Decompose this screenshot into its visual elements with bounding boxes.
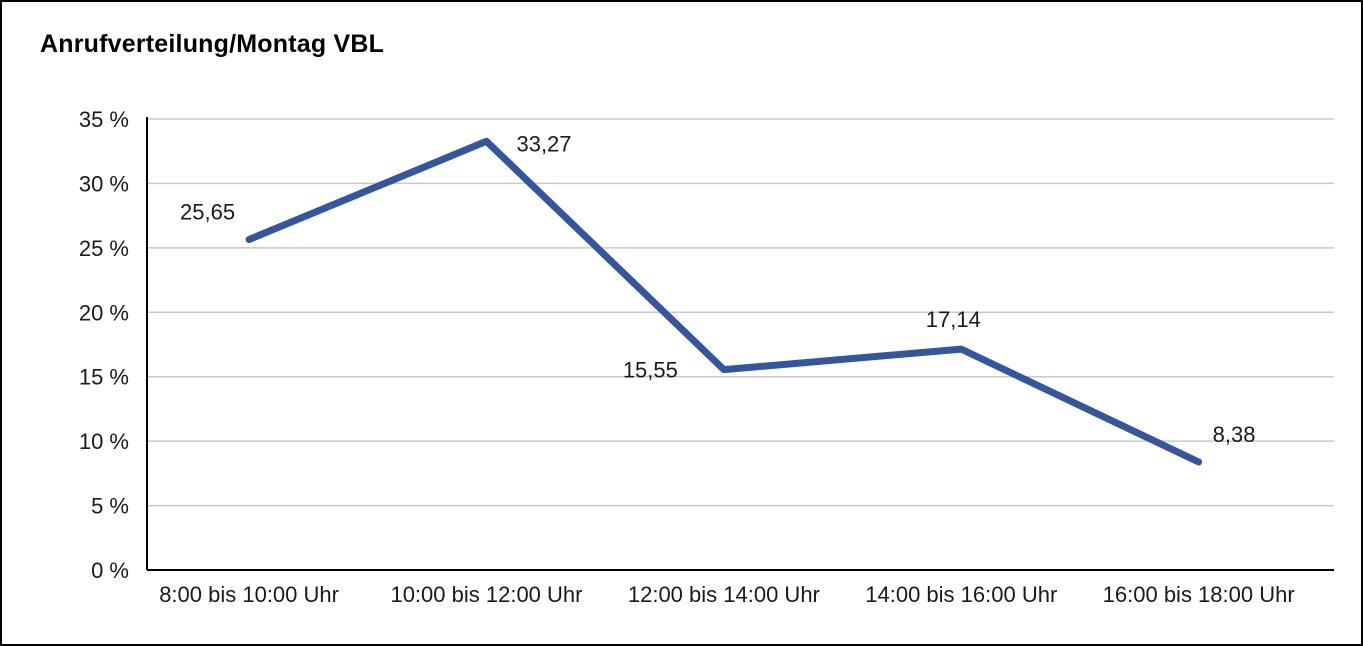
data-point-label: 25,65 (180, 199, 235, 224)
data-line (245, 137, 1203, 466)
x-tick-label: 14:00 bis 16:00 Uhr (865, 582, 1057, 607)
x-tick-label: 10:00 bis 12:00 Uhr (390, 582, 582, 607)
data-point-label: 8,38 (1213, 422, 1256, 447)
y-tick-label: 30 % (79, 171, 129, 196)
x-tick-label: 16:00 bis 18:00 Uhr (1103, 582, 1295, 607)
y-tick-label: 5 % (91, 494, 129, 519)
y-tick-label: 15 % (79, 365, 129, 390)
x-tick-label: 8:00 bis 10:00 Uhr (159, 582, 339, 607)
chart-title: Anrufverteilung/Montag VBL (40, 30, 385, 58)
data-point-label: 17,14 (926, 307, 981, 332)
data-point-label: 15,55 (623, 358, 678, 383)
data-point-label: 33,27 (516, 131, 571, 156)
x-tick-label: 12:00 bis 14:00 Uhr (628, 582, 820, 607)
y-tick-label: 0 % (91, 558, 129, 583)
y-tick-label: 35 % (79, 107, 129, 132)
y-tick-label: 10 % (79, 429, 129, 454)
y-tick-label: 25 % (79, 236, 129, 261)
y-tick-label: 20 % (79, 300, 129, 325)
